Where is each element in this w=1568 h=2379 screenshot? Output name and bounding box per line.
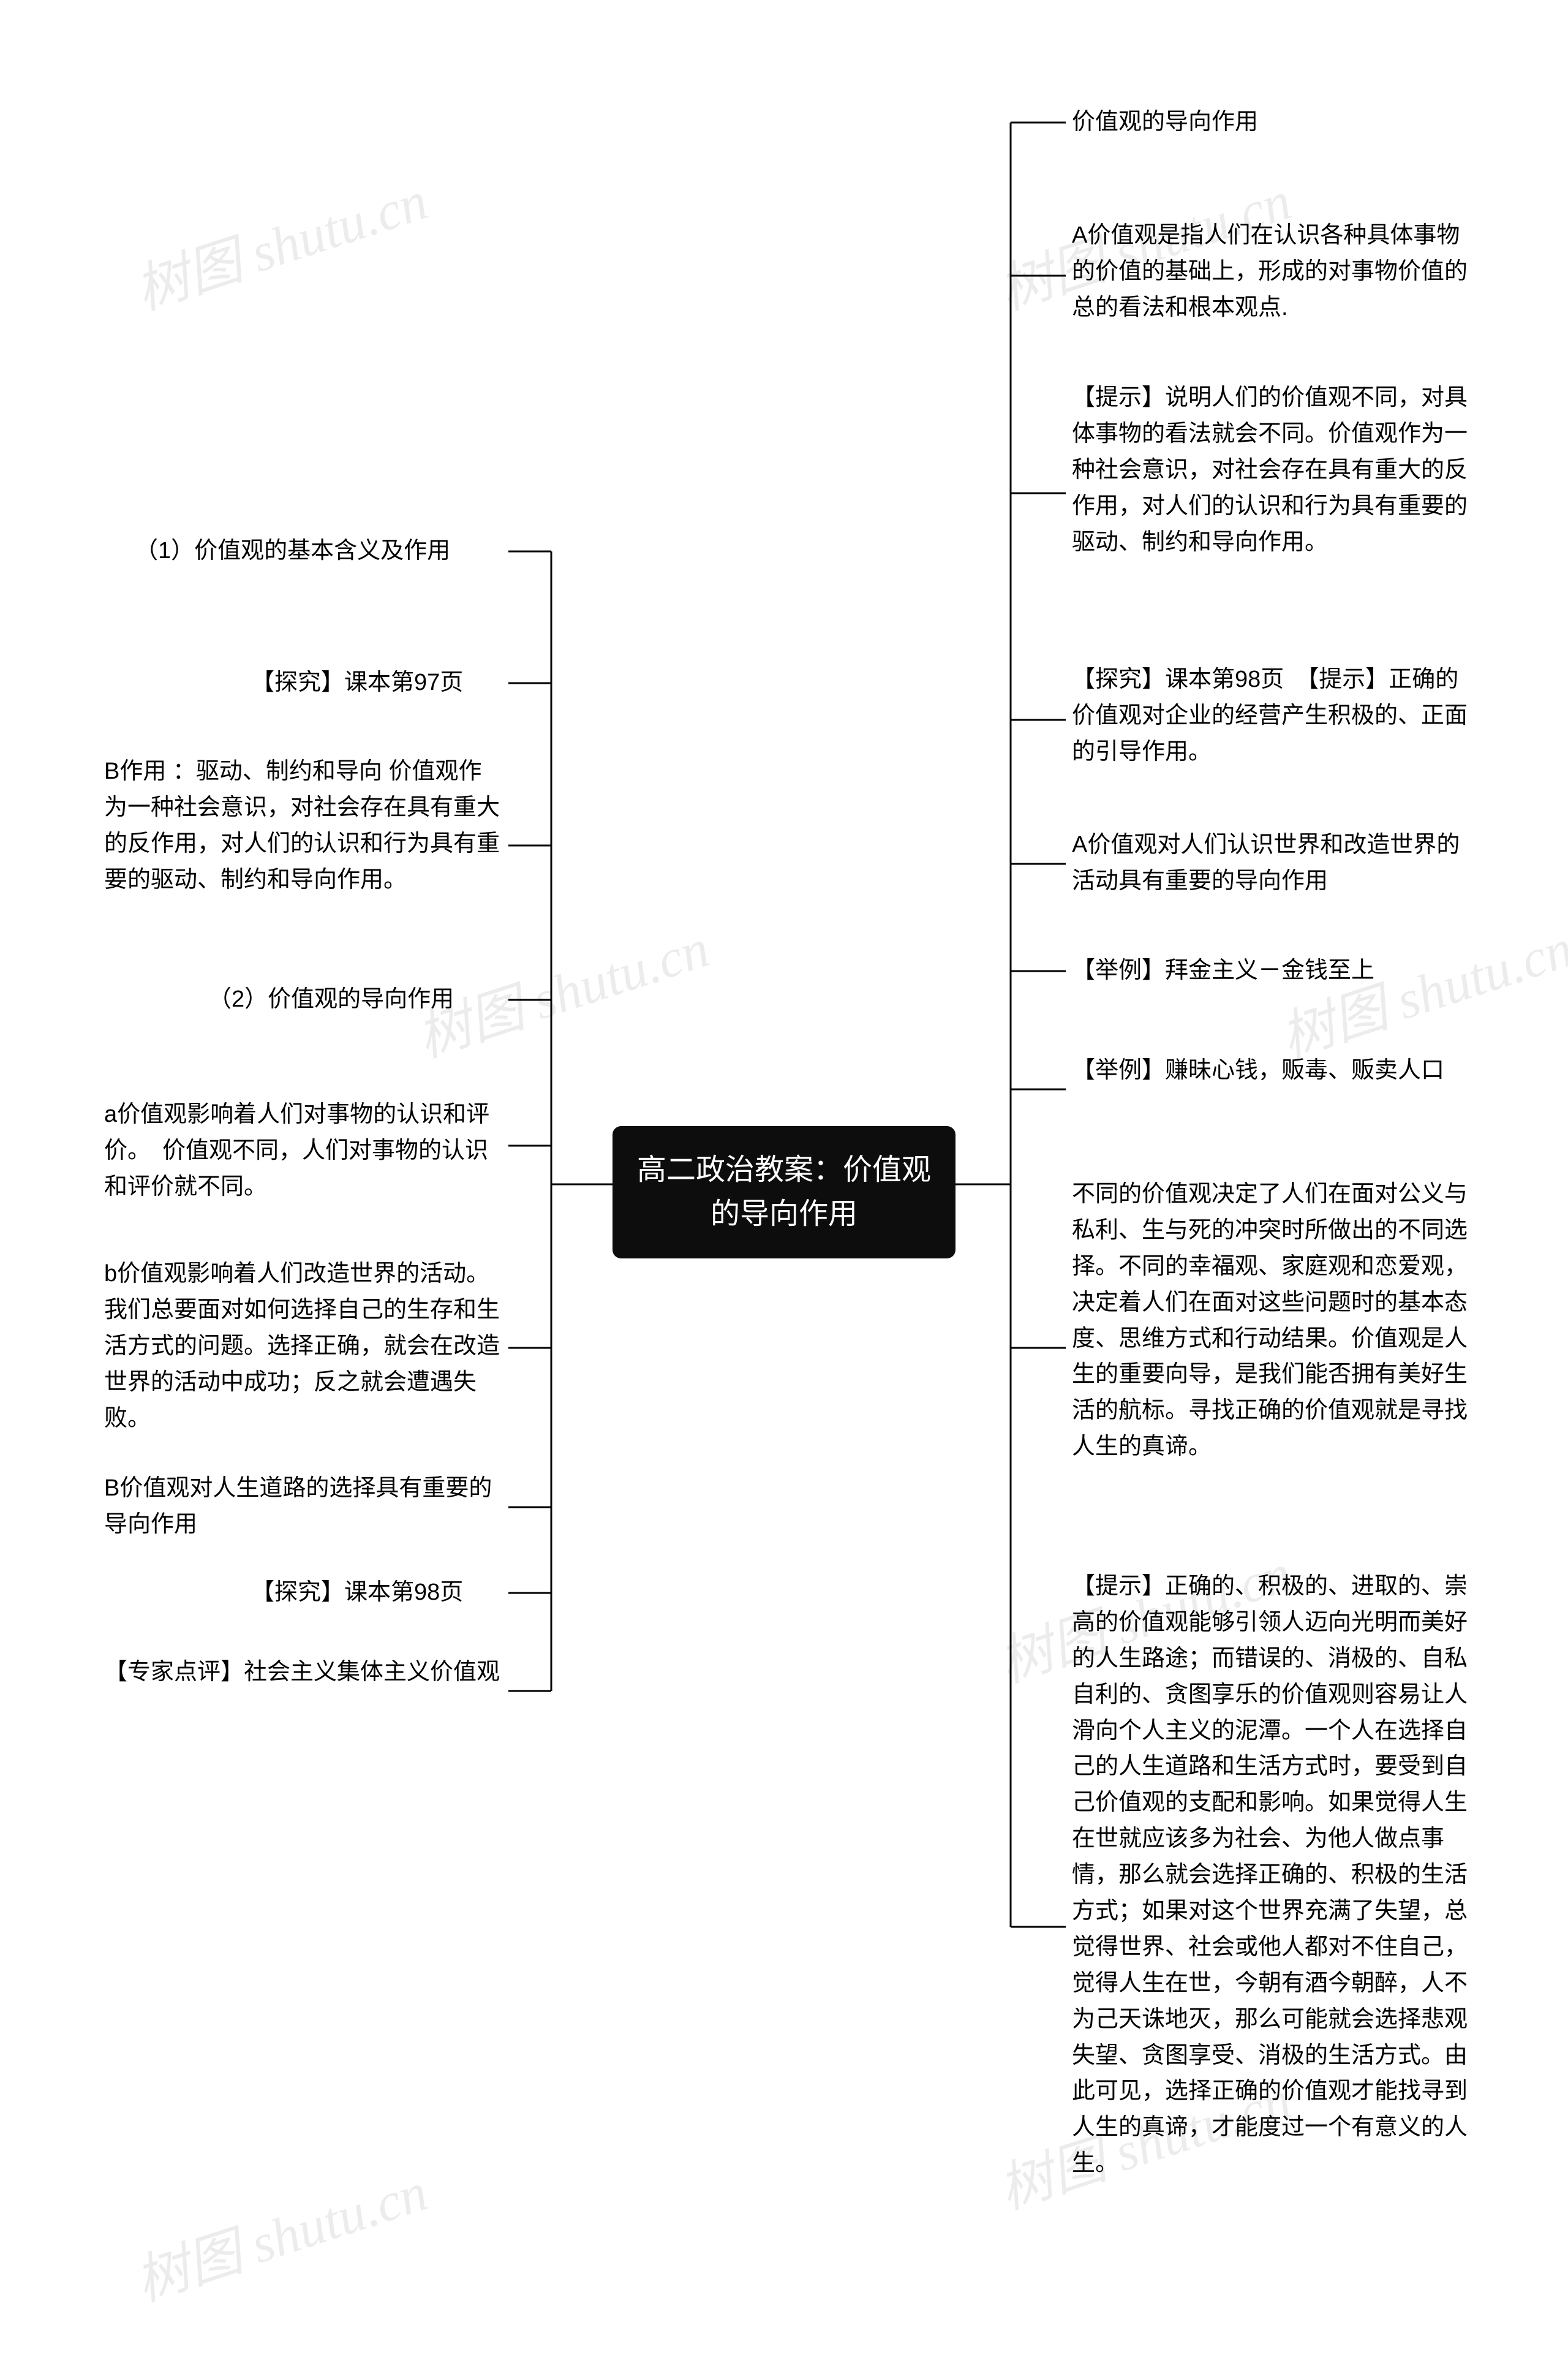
- left-node: 【探究】课本第98页: [251, 1575, 502, 1611]
- right-node: A价值观对人们认识世界和改造世界的活动具有重要的导向作用: [1072, 827, 1476, 899]
- right-node: 价值观的导向作用: [1072, 104, 1439, 140]
- right-node: 【举例】拜金主义－金钱至上: [1072, 953, 1476, 989]
- right-node: 【探究】课本第98页 【提示】正确的价值观对企业的经营产生积极的、正面的引导作用…: [1072, 662, 1476, 770]
- right-node: 【提示】说明人们的价值观不同，对具体事物的看法就会不同。价值观作为一种社会意识，…: [1072, 380, 1476, 560]
- left-node: a价值观影响着人们对事物的认识和评价。 价值观不同，人们对事物的认识和评价就不同…: [104, 1097, 502, 1205]
- root-node: 高二政治教案：价值观的导向作用: [612, 1126, 956, 1258]
- left-node: （1）价值观的基本含义及作用: [135, 533, 502, 569]
- right-node: A价值观是指人们在认识各种具体事物的价值的基础上，形成的对事物价值的总的看法和根…: [1072, 217, 1476, 326]
- left-node: 【专家点评】社会主义集体主义价值观: [104, 1654, 502, 1690]
- left-node: b价值观影响着人们改造世界的活动。 我们总要面对如何选择自己的生存和生活方式的问…: [104, 1256, 502, 1436]
- left-node: 【探究】课本第97页: [251, 665, 502, 701]
- left-node: B价值观对人生道路的选择具有重要的导向作用: [104, 1470, 502, 1543]
- left-node: B作用 ：驱动、制约和导向 价值观作为一种社会意识，对社会存在具有重大的反作用，…: [104, 754, 502, 898]
- mindmap-stage: 树图 shutu.cn树图 shutu.cn树图 shutu.cn树图 shut…: [0, 0, 1568, 2379]
- left-node: （2）价值观的导向作用: [208, 981, 502, 1018]
- right-node: 【提示】正确的、积极的、进取的、崇高的价值观能够引领人迈向光明而美好的人生路途；…: [1072, 1568, 1476, 2182]
- right-node: 【举例】赚昧心钱，贩毒、贩卖人口: [1072, 1053, 1476, 1089]
- watermark: 树图 shutu.cn: [124, 2149, 435, 2316]
- watermark: 树图 shutu.cn: [124, 157, 435, 325]
- right-node: 不同的价值观决定了人们在面对公义与私利、生与死的冲突时所做出的不同选择。不同的幸…: [1072, 1176, 1476, 1465]
